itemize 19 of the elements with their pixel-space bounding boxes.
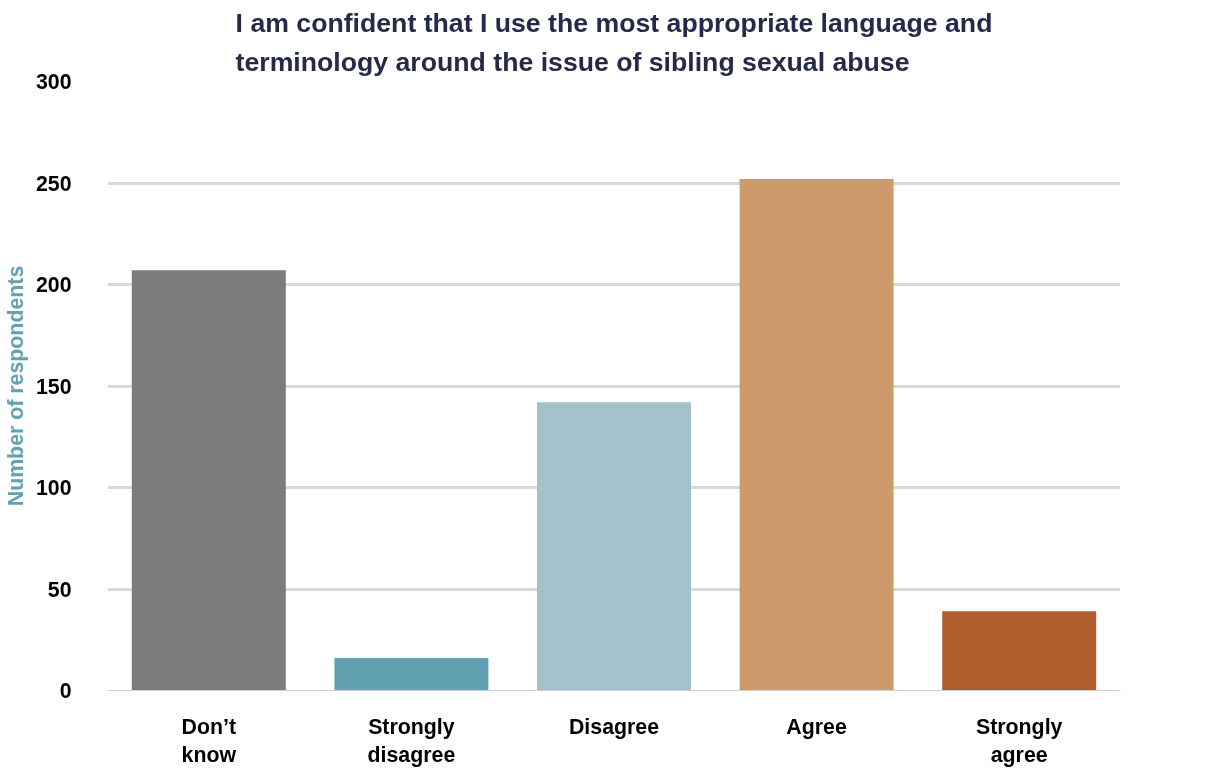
y-tick-label: 250	[35, 171, 72, 196]
chart-title: I am confident that I use the most appropriate language and terminology around the issue of sibling sexual abuse	[235, 7, 993, 77]
y-tick-label: 150	[35, 374, 72, 399]
bar	[334, 658, 489, 691]
bar	[537, 402, 691, 691]
y-tick-label: 200	[35, 273, 72, 297]
x-tick-label: Don’t know	[181, 714, 237, 768]
y-tick-label: 50	[47, 577, 72, 602]
x-tick-label: Disagree	[568, 714, 660, 739]
y-tick-label: 100	[35, 476, 72, 500]
x-tick-label: Strongly agree	[975, 714, 1063, 768]
bar	[739, 178, 894, 691]
y-tick-label: 300	[35, 70, 72, 94]
bar	[131, 270, 286, 691]
x-tick-label: Strongly disagree	[367, 714, 456, 768]
y-axis-title: Number of respondents	[3, 265, 28, 507]
bar	[942, 611, 1097, 691]
y-tick-label: 0	[59, 679, 72, 703]
x-tick-label: Agree	[786, 714, 847, 739]
